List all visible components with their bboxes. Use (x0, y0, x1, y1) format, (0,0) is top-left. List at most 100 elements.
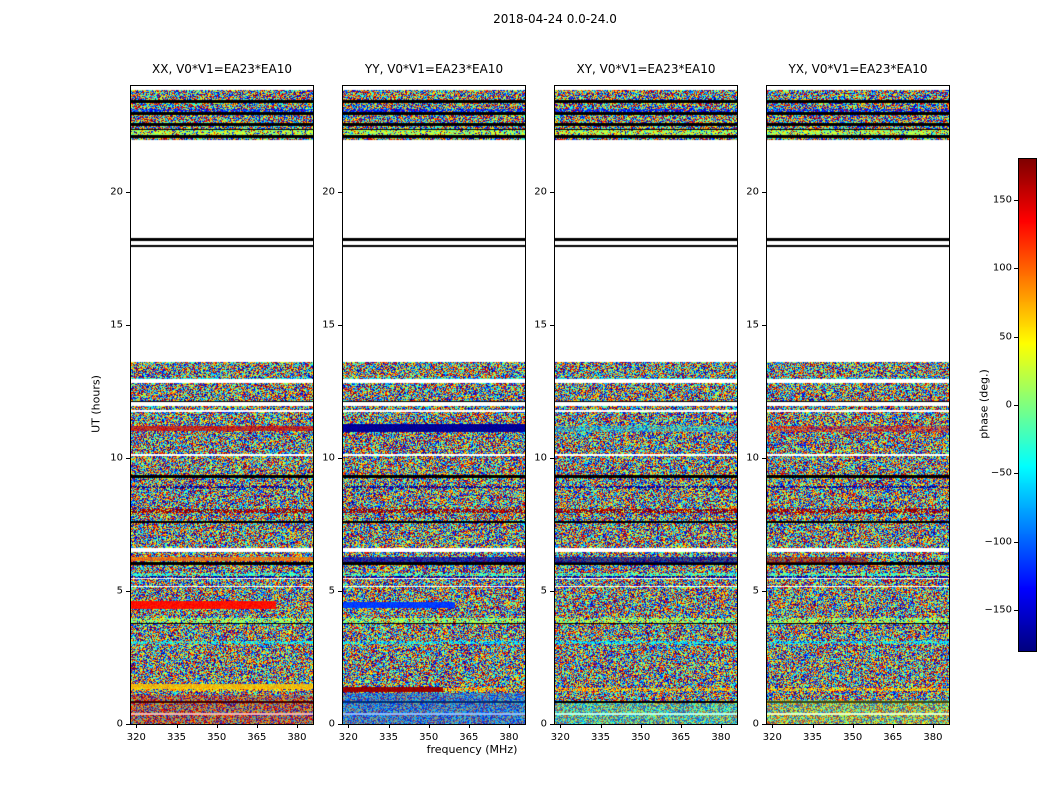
panel-title-yx: YX, V0*V1=EA23*EA10 (788, 62, 928, 76)
x-tick-mark (256, 724, 258, 728)
colorbar-tick-label: −100 (984, 536, 1012, 548)
x-tick-mark (600, 724, 602, 728)
y-tick-label: 10 (110, 452, 123, 464)
colorbar-tick-label: −150 (984, 604, 1012, 616)
x-tick-label: 380 (287, 732, 307, 743)
y-tick-mark (550, 458, 554, 460)
y-tick-mark (762, 192, 766, 194)
x-tick-mark (508, 724, 510, 728)
heatmap-canvas-xy (555, 86, 737, 724)
y-tick-mark (126, 192, 130, 194)
y-tick-mark (338, 458, 342, 460)
y-tick-label: 5 (540, 585, 547, 597)
x-tick-label: 365 (671, 732, 691, 743)
y-tick-mark (338, 325, 342, 327)
y-tick-label: 5 (328, 585, 335, 597)
x-tick-label: 350 (631, 732, 651, 743)
colorbar-tick-mark (1014, 610, 1018, 611)
y-tick-mark (550, 591, 554, 593)
x-tick-mark (932, 724, 934, 728)
y-tick-mark (338, 192, 342, 194)
x-tick-mark (296, 724, 298, 728)
x-axis-label: frequency (MHz) (426, 743, 518, 756)
x-tick-label: 320 (338, 732, 358, 743)
y-tick-mark (126, 724, 130, 725)
y-tick-label: 10 (534, 452, 547, 464)
colorbar-canvas (1019, 159, 1036, 651)
x-tick-mark (216, 724, 218, 728)
colorbar-tick-label: −50 (990, 467, 1012, 479)
colorbar-tick-mark (1014, 268, 1018, 270)
heatmap-canvas-xx (131, 86, 313, 724)
x-tick-label: 365 (247, 732, 267, 743)
y-tick-mark (550, 724, 554, 725)
colorbar: −150 −100 −50 0 50 100 150 (985, 158, 1037, 652)
colorbar-tick-mark (1014, 336, 1018, 338)
panel-title-xy: XY, V0*V1=EA23*EA10 (576, 62, 716, 76)
y-tick-label: 0 (328, 718, 335, 730)
y-tick-mark (126, 591, 130, 593)
y-axis-label: UT (hours) (89, 375, 103, 433)
y-tick-label: 10 (746, 452, 759, 464)
y-tick-label: 5 (116, 585, 123, 597)
y-tick-label: 0 (540, 718, 547, 730)
colorbar-tick-label: 150 (992, 194, 1012, 206)
y-tick-label: 15 (746, 319, 759, 331)
colorbar-tick-label: 0 (1005, 399, 1012, 411)
y-tick-mark (762, 325, 766, 327)
panel-title-yy: YY, V0*V1=EA23*EA10 (364, 62, 504, 76)
x-tick-label: 350 (843, 732, 863, 743)
colorbar-label: phase (deg.) (977, 369, 991, 439)
y-tick-label: 15 (322, 319, 335, 331)
x-tick-mark (136, 724, 138, 728)
x-tick-label: 320 (126, 732, 146, 743)
panel-xy: XY, V0*V1=EA23*EA10 320 335 350 365 380 0 5 10 1… (534, 62, 738, 743)
x-tick-label: 335 (378, 732, 399, 743)
x-tick-mark (468, 724, 470, 728)
x-tick-mark (680, 724, 682, 728)
y-tick-label: 0 (752, 718, 759, 730)
figure-title: 2018-04-24 0.0-24.0 (493, 12, 617, 26)
y-tick-mark (762, 458, 766, 460)
y-tick-mark (762, 591, 766, 593)
x-tick-label: 320 (550, 732, 570, 743)
heatmap-canvas-yy (343, 86, 525, 724)
x-tick-label: 365 (459, 732, 479, 743)
y-tick-mark (338, 724, 342, 725)
y-tick-label: 15 (534, 319, 547, 331)
x-tick-label: 380 (711, 732, 731, 743)
x-tick-label: 350 (207, 732, 227, 743)
panel-yx: YX, V0*V1=EA23*EA10 320 335 350 365 380 0 5 10 1… (746, 62, 950, 743)
colorbar-tick-mark (1014, 473, 1018, 475)
y-tick-label: 10 (322, 452, 335, 464)
x-tick-label: 335 (166, 732, 187, 743)
x-tick-label: 320 (762, 732, 782, 743)
panel-yy: YY, V0*V1=EA23*EA10 320 335 350 365 380 0 5 10 1… (322, 62, 526, 743)
colorbar-tick-mark (1014, 200, 1018, 201)
y-tick-label: 20 (322, 186, 335, 198)
x-tick-mark (720, 724, 722, 728)
y-tick-mark (126, 458, 130, 460)
y-tick-mark (126, 325, 130, 327)
colorbar-tick-mark (1014, 405, 1018, 406)
colorbar-tick-label: 100 (992, 262, 1012, 274)
x-tick-label: 365 (883, 732, 903, 743)
y-tick-label: 20 (110, 186, 123, 198)
y-tick-mark (550, 192, 554, 194)
y-tick-mark (338, 591, 342, 593)
y-tick-mark (550, 325, 554, 327)
x-tick-label: 380 (923, 732, 943, 743)
y-tick-label: 20 (534, 186, 547, 198)
x-tick-mark (640, 724, 642, 728)
y-tick-mark (762, 724, 766, 725)
y-tick-label: 0 (116, 718, 123, 730)
y-tick-label: 15 (110, 319, 123, 331)
x-tick-label: 335 (802, 732, 823, 743)
y-tick-label: 20 (746, 186, 759, 198)
x-tick-mark (812, 724, 814, 728)
x-tick-mark (560, 724, 562, 728)
colorbar-tick-label: 50 (999, 331, 1012, 343)
panel-title-xx: XX, V0*V1=EA23*EA10 (152, 62, 292, 76)
x-tick-mark (852, 724, 854, 728)
